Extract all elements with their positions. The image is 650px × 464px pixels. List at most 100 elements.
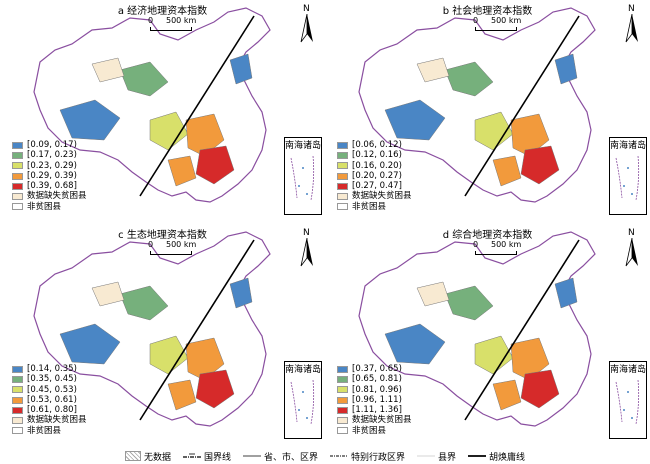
scale-ruler bbox=[150, 251, 192, 255]
legend-label: [0.45, 0.53) bbox=[27, 384, 77, 395]
panel-title: d 综合地理资本指数 bbox=[442, 230, 533, 241]
legend-item: [0.39, 0.68] bbox=[12, 181, 87, 191]
county-region bbox=[91, 281, 125, 307]
national-border-label: 国界线 bbox=[203, 452, 231, 463]
hu-line bbox=[139, 239, 255, 421]
china-map bbox=[33, 7, 271, 203]
legend-label: 数据缺失贫困县 bbox=[352, 191, 412, 202]
china-map bbox=[358, 7, 596, 203]
legend-item: [0.29, 0.39) bbox=[12, 171, 87, 181]
legend-item: [0.16, 0.20) bbox=[337, 161, 412, 171]
panel-d: d 综合地理资本指数 0 500 km N [0.37, 0.65) [0.65, 0.8… bbox=[325, 224, 650, 446]
legend-label: 非贫困县 bbox=[352, 201, 387, 212]
no-data-label: 无数据 bbox=[143, 452, 171, 463]
legend-label: [0.35, 0.45) bbox=[27, 374, 77, 385]
legend-item: [0.12, 0.16) bbox=[337, 150, 412, 160]
legend-swatch bbox=[12, 182, 23, 190]
county-region bbox=[444, 285, 494, 321]
legend-swatch bbox=[337, 396, 348, 404]
county-region bbox=[91, 57, 125, 83]
legend-item: 数据缺失贫困县 bbox=[337, 191, 412, 201]
scale-bar: 0 500 km bbox=[148, 240, 208, 258]
legend-item: [0.53, 0.61) bbox=[12, 395, 87, 405]
county-region bbox=[444, 61, 494, 97]
legend-swatch bbox=[337, 162, 348, 170]
legend-label: [0.23, 0.29) bbox=[27, 160, 77, 171]
legend-item: 数据缺失贫困县 bbox=[12, 415, 87, 425]
legend-item: [0.96, 1.11) bbox=[337, 395, 412, 405]
sar-border-symbol bbox=[330, 455, 348, 457]
legend-item: [0.65, 0.81) bbox=[337, 374, 412, 384]
legend-swatch bbox=[337, 141, 348, 149]
county-region bbox=[492, 379, 522, 411]
scale-zero: 0 bbox=[473, 240, 479, 249]
legend-label: [0.20, 0.27) bbox=[352, 170, 402, 181]
county-region bbox=[492, 155, 522, 187]
legend-label: [0.09, 0.17) bbox=[27, 140, 77, 150]
legend-label: [1.11, 1.36] bbox=[352, 405, 402, 416]
county-region bbox=[195, 369, 235, 409]
legend-label: 非贫困县 bbox=[27, 201, 62, 212]
legend-swatch bbox=[337, 375, 348, 383]
scale-distance: 500 km bbox=[166, 16, 197, 25]
panel-title: a 经济地理资本指数 bbox=[117, 6, 208, 17]
north-label: N bbox=[628, 4, 635, 14]
hu-line bbox=[464, 15, 580, 197]
inset-title: 南海诸岛 bbox=[609, 365, 646, 375]
panel-c: c 生态地理资本指数 0 500 km N [0.14, 0.35) [0.35, 0.4… bbox=[0, 224, 325, 446]
county-border-symbol bbox=[417, 455, 436, 457]
sar-border-label: 特别行政区界 bbox=[351, 452, 406, 463]
legend-label: [0.39, 0.68] bbox=[27, 181, 77, 192]
hu-line bbox=[464, 239, 580, 421]
legend-swatch bbox=[337, 386, 348, 394]
map-legend: 无数据 国界线 省、市、区界 特别行政区界 县界 胡焕庸线 bbox=[0, 448, 650, 464]
legend-item: 非贫困县 bbox=[337, 202, 412, 212]
legend-swatch bbox=[337, 406, 348, 414]
county-region bbox=[149, 111, 189, 151]
legend-swatch bbox=[12, 203, 23, 211]
north-label: N bbox=[628, 228, 635, 238]
hu-line-symbol bbox=[468, 455, 487, 457]
legend-swatch bbox=[12, 406, 23, 414]
hu-line-label: 胡焕庸线 bbox=[489, 452, 526, 463]
county-region bbox=[384, 99, 446, 141]
legend-label: [0.61, 0.80] bbox=[27, 405, 77, 416]
scale-distance: 500 km bbox=[491, 16, 522, 25]
inset-title: 南海诸岛 bbox=[284, 141, 321, 151]
legend-label: [0.17, 0.23) bbox=[27, 150, 77, 161]
scale-zero: 0 bbox=[148, 16, 154, 25]
south-china-sea-inset bbox=[284, 137, 322, 215]
legend-label: [0.96, 1.11) bbox=[352, 394, 402, 405]
county-region bbox=[149, 335, 189, 375]
legend-label: 非贫困县 bbox=[352, 425, 387, 436]
county-region bbox=[167, 379, 197, 411]
legend-item: 数据缺失贫困县 bbox=[337, 415, 412, 425]
county-border-label: 县界 bbox=[438, 452, 457, 463]
panel-title: c 生态地理资本指数 bbox=[118, 230, 207, 241]
legend-swatch bbox=[12, 141, 23, 149]
legend-label: 数据缺失贫困县 bbox=[27, 415, 87, 426]
legend-province-border: 省、市、区界 bbox=[242, 450, 318, 463]
legend-hu-line: 胡焕庸线 bbox=[468, 450, 525, 463]
legend-swatch bbox=[12, 151, 23, 159]
legend-swatch bbox=[12, 365, 23, 373]
legend-swatch bbox=[337, 172, 348, 180]
county-region bbox=[167, 155, 197, 187]
county-region bbox=[195, 145, 235, 185]
legend-swatch bbox=[12, 386, 23, 394]
county-region bbox=[119, 285, 169, 321]
scale-zero: 0 bbox=[148, 240, 154, 249]
legend-swatch bbox=[337, 427, 348, 435]
north-label: N bbox=[303, 4, 310, 14]
scale-bar: 0 500 km bbox=[148, 16, 208, 34]
panel-legend: [0.37, 0.65) [0.65, 0.81) [0.81, 0.96) [0.9… bbox=[337, 364, 412, 436]
legend-label: [0.27, 0.47] bbox=[352, 181, 402, 192]
legend-item: [1.11, 1.36] bbox=[337, 405, 412, 415]
legend-swatch bbox=[337, 417, 348, 425]
legend-swatch bbox=[12, 427, 23, 435]
panel-title: b 社会地理资本指数 bbox=[442, 6, 533, 17]
scale-ruler bbox=[475, 27, 517, 31]
legend-swatch bbox=[12, 417, 23, 425]
legend-swatch bbox=[12, 193, 23, 201]
scale-bar: 0 500 km bbox=[473, 16, 533, 34]
